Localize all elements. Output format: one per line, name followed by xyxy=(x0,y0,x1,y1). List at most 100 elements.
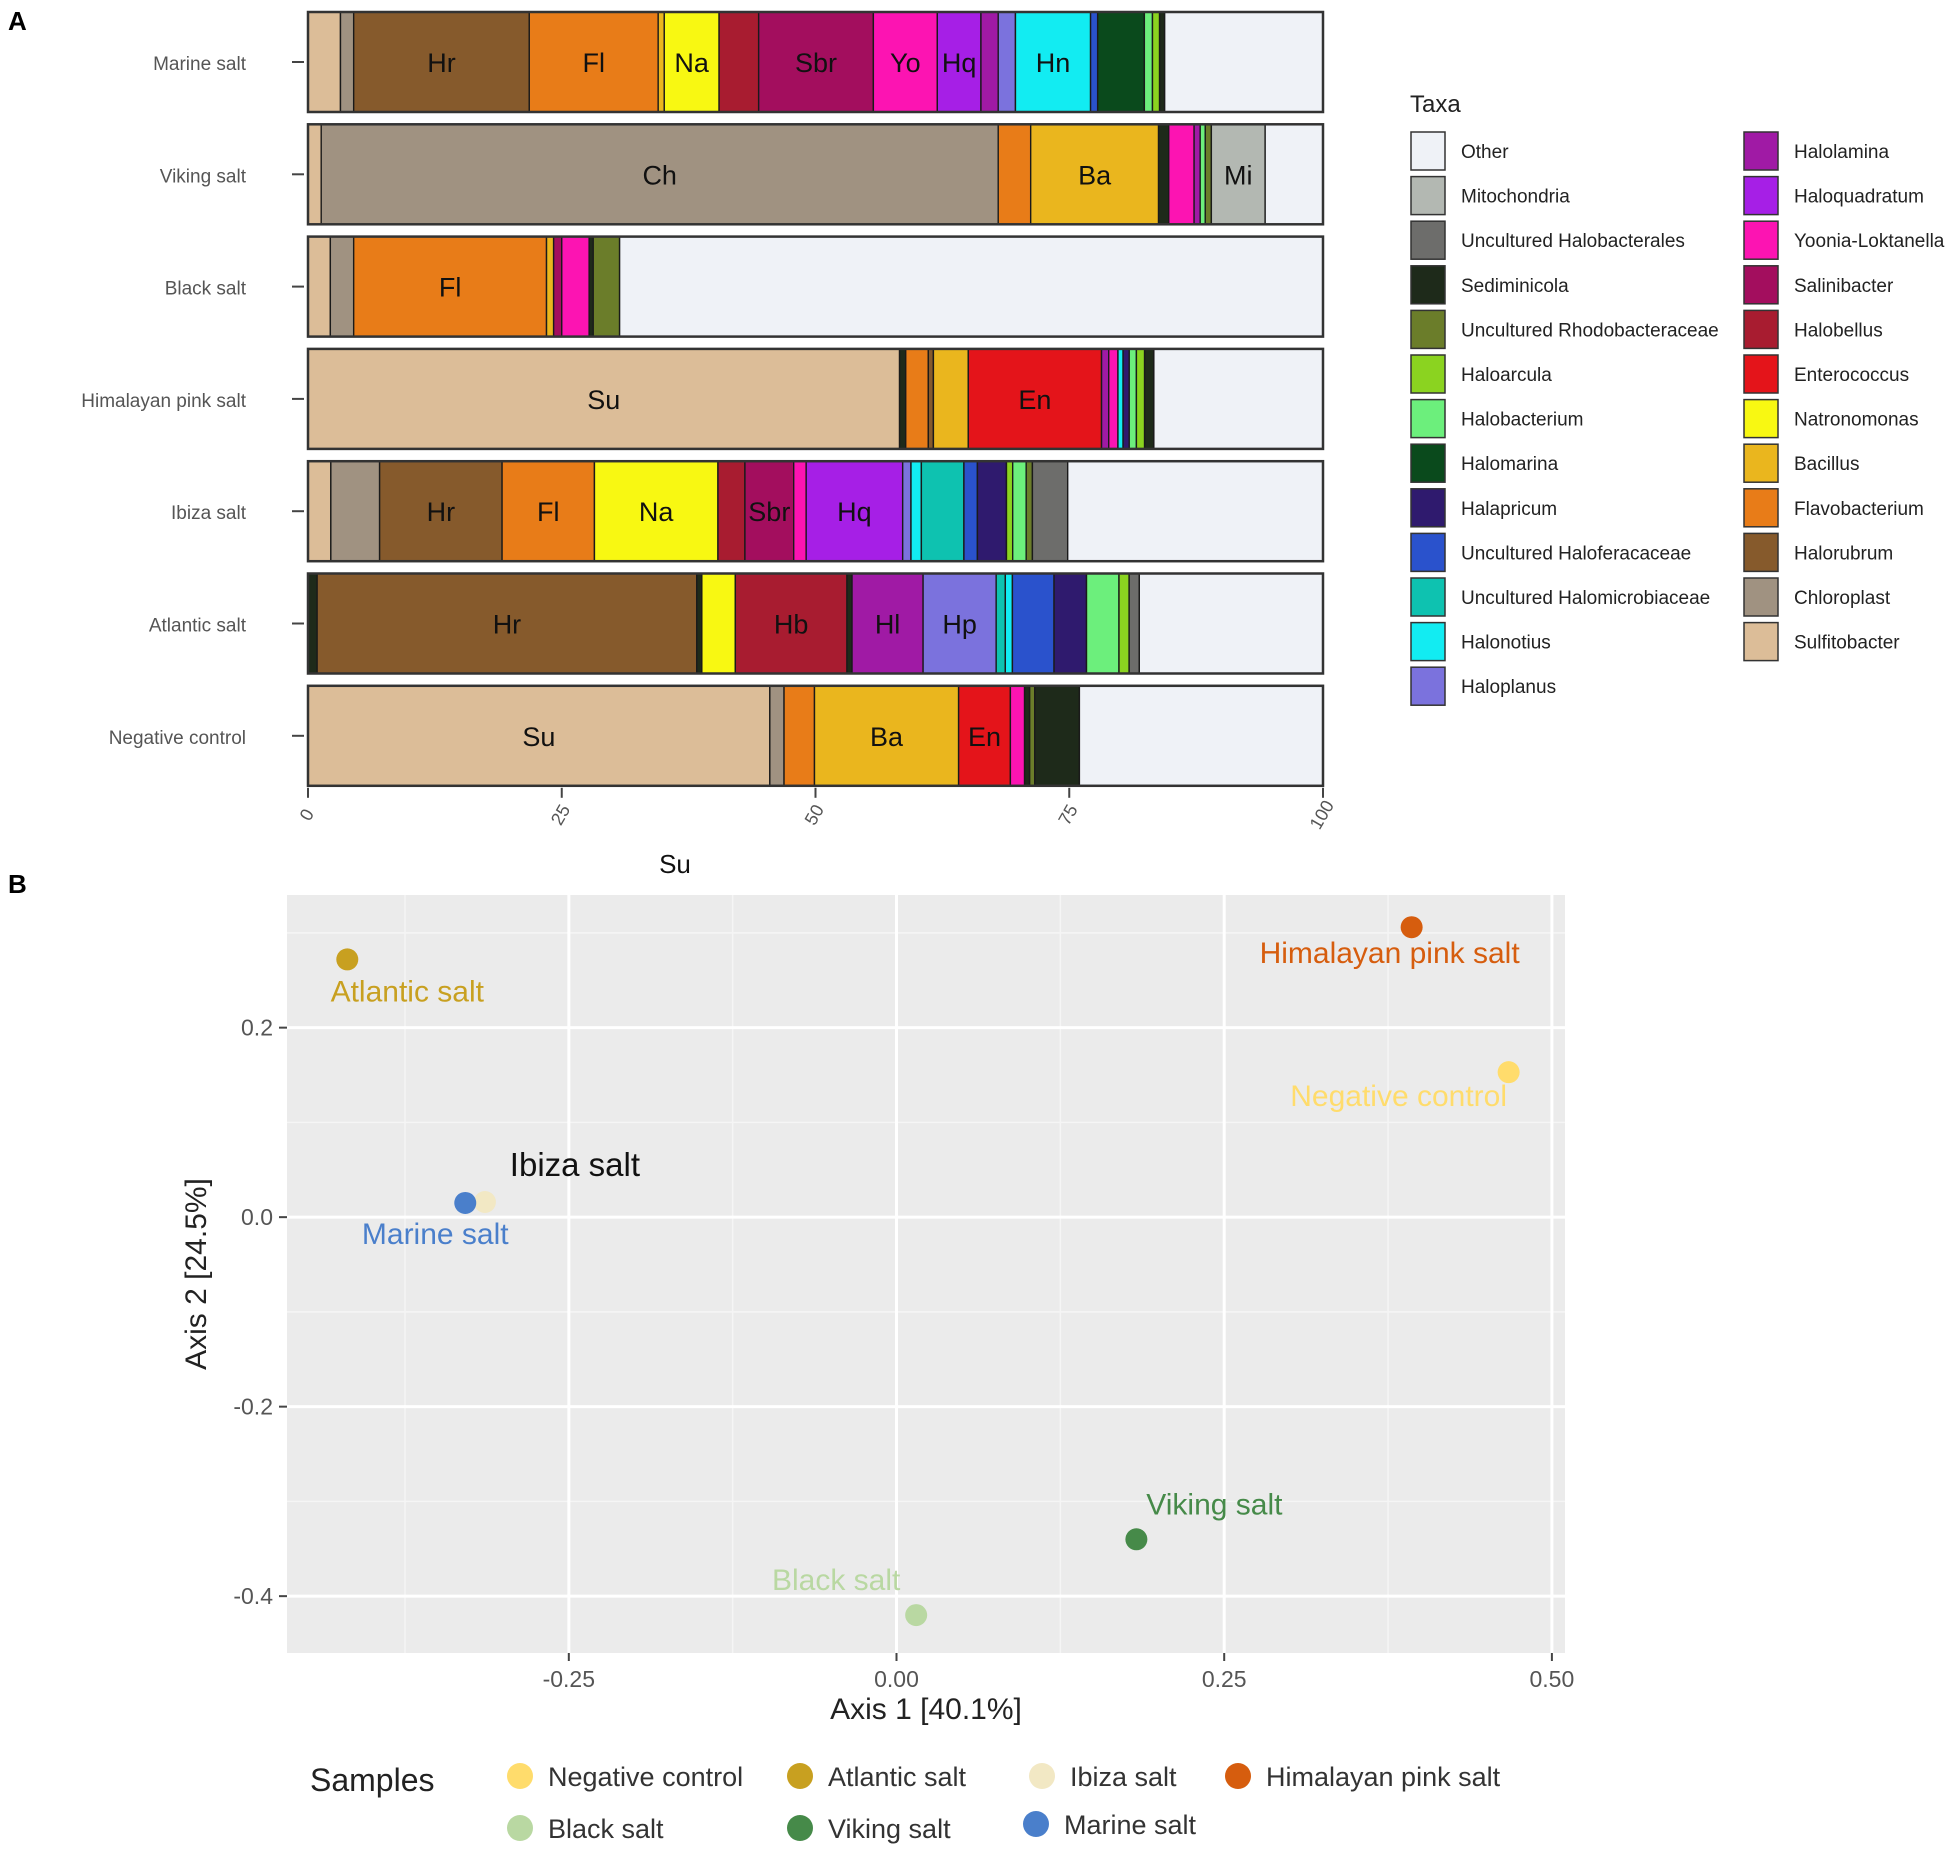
bar-segment-atlantic-salt-haloarcula-13 xyxy=(1118,572,1130,675)
bar-segment-himalayan-pink-salt-enterococcus-5 xyxy=(967,348,1103,450)
bar-frame-himalayan-pink-salt xyxy=(306,347,1325,451)
category-label-himalayan-pink-salt: Himalayan pink salt xyxy=(81,391,246,412)
samples-legend-label-atlantic-salt: Atlantic salt xyxy=(828,1762,967,1792)
category-label-negative-control: Negative control xyxy=(109,728,246,749)
bar-segment-negative-control-sulfitobacter-0 xyxy=(307,685,771,787)
bar-segment-black-salt-uncultured-rhodobacteraceae-7 xyxy=(592,235,621,338)
panel-b-label: B xyxy=(8,869,27,899)
bar-segment-ibiza-salt-uncultured-rhodobacteraceae-16 xyxy=(1025,460,1034,562)
bar-segment-marine-salt-haloquadratum-9 xyxy=(936,11,982,113)
segment-label-ibiza-salt-fl-3: Fl xyxy=(537,497,560,527)
bar-segment-negative-control-enterococcus-4 xyxy=(957,685,1012,787)
bar-segment-himalayan-pink-salt-bacillus-4 xyxy=(932,348,969,450)
legend-swatch-uncultured-halobacterales xyxy=(1410,220,1446,260)
legend-label-uncultured-halobacterales: Uncultured Halobacterales xyxy=(1461,231,1685,252)
bar-segment-negative-control-yoonia-loktanella-5 xyxy=(1009,685,1026,787)
bar-segment-ibiza-salt-haloplanus-9 xyxy=(901,460,912,562)
bar-segment-ibiza-salt-sulfitobacter-0 xyxy=(307,460,332,562)
samples-legend-marker-atlantic-salt xyxy=(787,1763,813,1789)
bar-segment-marine-salt-halomarina-14 xyxy=(1096,11,1146,113)
legend-swatch-flavobacterium xyxy=(1743,488,1779,528)
x-axis-a-title: Su xyxy=(659,849,691,879)
bar-segment-ibiza-salt-salinibacter-6 xyxy=(744,460,795,562)
bar-segment-black-salt-bacillus-3 xyxy=(545,235,555,338)
bar-segment-viking-salt-yoonia-loktanella-5 xyxy=(1168,123,1195,226)
bar-segment-viking-salt-bacillus-3 xyxy=(1029,123,1160,226)
bar-segment-atlantic-salt-halonotius-9 xyxy=(1004,572,1014,675)
legend-label-flavobacterium: Flavobacterium xyxy=(1794,499,1924,520)
segment-label-marine-salt-hn-12: Hn xyxy=(1036,48,1071,78)
bar-frame-marine-salt xyxy=(306,10,1325,114)
bar-segment-himalayan-pink-salt-sulfitobacter-0 xyxy=(307,348,901,450)
point-label-atlantic-salt: Atlantic salt xyxy=(331,975,485,1008)
legend-label-haloquadratum: Haloquadratum xyxy=(1794,187,1924,208)
segment-label-marine-salt-yo-8: Yo xyxy=(890,48,921,78)
bar-segment-marine-salt-chloroplast-1 xyxy=(339,11,355,113)
bar-segment-ibiza-salt-natronomonas-4 xyxy=(593,460,719,562)
bar-segment-atlantic-salt-sediminicola-5 xyxy=(846,572,853,675)
legend-swatch-haloplanus xyxy=(1410,666,1446,706)
bar-segment-marine-salt-sulfitobacter-0 xyxy=(307,11,342,113)
segment-label-viking-salt-ch-1: Ch xyxy=(642,160,677,190)
legend-label-yoonia-loktanella: Yoonia-Loktanella xyxy=(1794,231,1945,252)
bar-segment-atlantic-salt-natronomonas-3 xyxy=(701,572,737,675)
samples-legend-marker-himalayan-pink-salt xyxy=(1225,1763,1251,1789)
bar-segment-marine-salt-sediminicola-17 xyxy=(1158,11,1166,113)
samples-legend-marker-negative-control xyxy=(507,1763,533,1789)
samples-legend-marker-ibiza-salt xyxy=(1029,1763,1055,1789)
x-tick-label-b-0-25: 0.25 xyxy=(1202,1666,1247,1692)
point-label-negative-control: Negative control xyxy=(1290,1080,1507,1113)
bar-segment-viking-salt-other-10 xyxy=(1264,123,1324,226)
segment-label-ibiza-salt-na-4: Na xyxy=(639,497,674,527)
legend-label-mitochondria: Mitochondria xyxy=(1461,187,1570,208)
bar-frame-viking-salt xyxy=(306,123,1325,226)
bar-segment-himalayan-pink-salt-yoonia-loktanella-7 xyxy=(1108,348,1119,450)
legend-swatch-uncultured-haloferacaceae xyxy=(1410,532,1446,573)
segment-label-marine-salt-sbr-7: Sbr xyxy=(795,48,837,78)
legend-swatch-uncultured-rhodobacteraceae xyxy=(1410,309,1446,350)
y-tick-label-b-0-0: 0.0 xyxy=(241,1204,273,1230)
bar-segment-himalayan-pink-salt-halonotius-8 xyxy=(1117,348,1124,450)
taxa-legend: Taxa Other Mitochondria Uncultured Halobac… xyxy=(1410,91,1945,706)
legend-label-other: Other xyxy=(1461,142,1509,163)
x-tick-label-b-0-25: -0.25 xyxy=(543,1666,595,1692)
legend-label-natronomonas: Natronomonas xyxy=(1794,410,1919,431)
samples-legend-label-himalayan-pink-salt: Himalayan pink salt xyxy=(1266,1762,1501,1792)
point-himalayan-pink-salt xyxy=(1400,916,1423,939)
bar-segment-atlantic-salt-halobacterium-12 xyxy=(1085,572,1120,675)
category-label-viking-salt: Viking salt xyxy=(160,166,247,187)
legend-swatch-sediminicola xyxy=(1410,265,1446,305)
panel-b: B -0.25 0.00 0.25 0.50 0.2 0.0 -0.2 -0.4 Ibiza … xyxy=(8,869,1574,1844)
bar-segment-atlantic-salt-halobellus-4 xyxy=(734,572,848,675)
bar-segment-himalayan-pink-salt-halapricum-9 xyxy=(1122,348,1130,450)
panel-a-label: A xyxy=(8,6,27,36)
bar-segment-marine-salt-haloarcula-16 xyxy=(1151,11,1161,113)
point-label-viking-salt: Viking salt xyxy=(1146,1488,1283,1521)
point-atlantic-salt xyxy=(336,948,359,971)
legend-label-bacillus: Bacillus xyxy=(1794,454,1859,475)
bar-segment-atlantic-salt-halorubrum-1 xyxy=(316,572,698,675)
legend-swatch-haloquadratum xyxy=(1743,175,1779,216)
segment-label-atlantic-salt-hp-7: Hp xyxy=(942,610,977,640)
bar-segment-black-salt-other-8 xyxy=(618,235,1324,338)
pcoa-gridlines xyxy=(287,895,1565,1653)
bar-segment-viking-salt-uncultured-rhodobacteraceae-8 xyxy=(1204,123,1213,226)
bar-segment-negative-control-other-9 xyxy=(1078,685,1324,787)
bar-segment-himalayan-pink-salt-sediminicola-1 xyxy=(898,348,907,450)
legend-label-halolamina: Halolamina xyxy=(1794,142,1889,163)
bar-segment-ibiza-salt-uncultured-haloferacaceae-12 xyxy=(963,460,979,562)
bar-segment-ibiza-salt-other-18 xyxy=(1066,460,1324,562)
samples-legend: Samples Negative control Atlantic salt Ibi… xyxy=(310,1762,1501,1844)
samples-legend-label-negative-control: Negative control xyxy=(548,1762,743,1792)
point-marine-salt xyxy=(454,1191,477,1214)
segment-label-marine-salt-na-5: Na xyxy=(674,48,709,78)
y-tick-label-b-0-2: 0.2 xyxy=(241,1015,273,1041)
pcoa-x-axis-title: Axis 1 [40.1%] xyxy=(830,1693,1022,1726)
legend-swatch-bacillus xyxy=(1743,443,1779,483)
bar-segment-atlantic-salt-sediminicola-0 xyxy=(307,572,318,675)
bar-segment-marine-salt-flavobacterium-3 xyxy=(528,11,659,113)
legend-swatch-uncultured-halomicrobiaceae xyxy=(1410,577,1446,617)
bar-segment-marine-salt-other-18 xyxy=(1163,11,1324,113)
legend-swatch-halolamina xyxy=(1743,131,1779,171)
